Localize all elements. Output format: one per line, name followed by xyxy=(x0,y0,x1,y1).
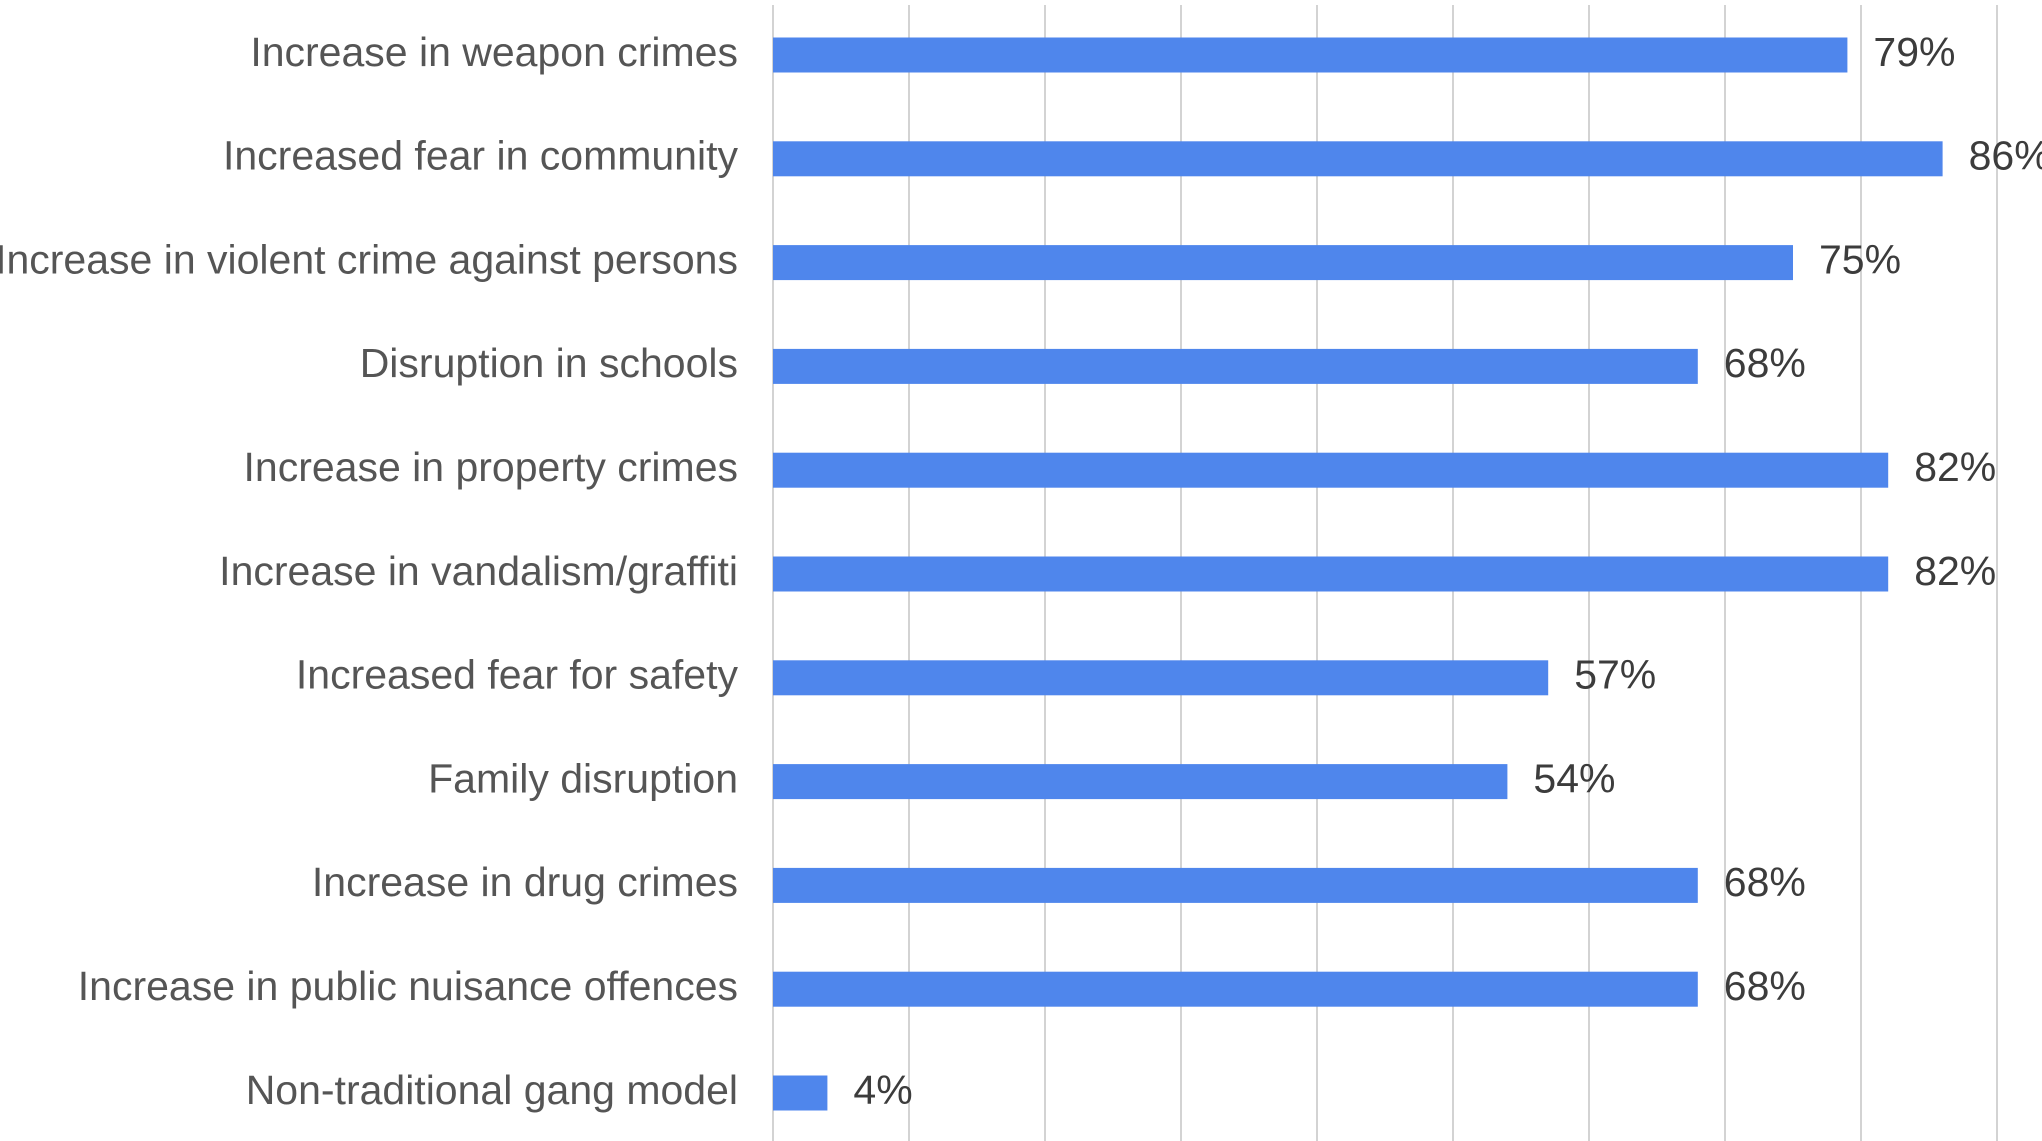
category-label: Increase in violent crime against person… xyxy=(0,236,738,282)
category-labels: Increase in weapon crimes Increased fear … xyxy=(0,29,738,1113)
value-labels: 79% 86% 75% 68% 82% 82% 57% 54% 68% 68% 4% xyxy=(853,29,2042,1113)
data-label: 86% xyxy=(1969,133,2042,179)
bars xyxy=(773,37,1943,1111)
bar xyxy=(773,971,1698,1007)
bar xyxy=(773,245,1793,281)
category-label: Increased fear in community xyxy=(223,133,739,179)
bar xyxy=(773,1075,828,1111)
category-label: Increase in property crimes xyxy=(244,444,738,490)
bar xyxy=(773,37,1848,73)
bar xyxy=(773,660,1549,696)
data-label: 82% xyxy=(1914,548,1996,594)
category-label: Increased fear for safety xyxy=(296,652,739,698)
category-label: Increase in vandalism/graffiti xyxy=(219,548,738,594)
data-label: 4% xyxy=(853,1067,912,1113)
bar xyxy=(773,141,1943,177)
bar xyxy=(773,452,1889,488)
data-label: 68% xyxy=(1724,340,1806,386)
category-label: Increase in weapon crimes xyxy=(250,29,738,75)
category-label: Disruption in schools xyxy=(360,340,738,386)
data-label: 68% xyxy=(1724,859,1806,905)
category-label: Increase in public nuisance offences xyxy=(78,963,738,1009)
category-label: Increase in drug crimes xyxy=(312,859,738,905)
data-label: 54% xyxy=(1533,755,1615,801)
category-label: Family disruption xyxy=(428,755,738,801)
bar xyxy=(773,348,1698,384)
data-label: 57% xyxy=(1574,652,1656,698)
data-label: 79% xyxy=(1873,29,1955,75)
data-label: 82% xyxy=(1914,444,1996,490)
bar xyxy=(773,867,1698,903)
bar xyxy=(773,556,1889,592)
data-label: 68% xyxy=(1724,963,1806,1009)
bar xyxy=(773,764,1508,800)
data-label: 75% xyxy=(1819,236,1901,282)
category-label: Non-traditional gang model xyxy=(246,1067,738,1113)
